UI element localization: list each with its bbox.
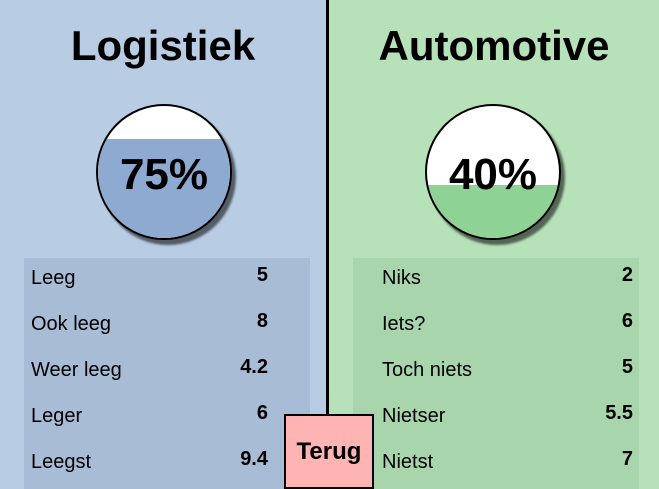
row-label: Leeg	[31, 267, 76, 289]
percentage-gauge: 40%	[425, 104, 561, 240]
row-value: 5	[621, 356, 633, 378]
table-row: Niks 2	[353, 258, 639, 304]
gauge-fill	[427, 185, 559, 238]
stats-table: Niks 2 Iets? 6 Toch niets 5 Nietser 5.5 …	[353, 258, 639, 489]
table-row: Leegst 9.4	[24, 442, 310, 488]
panel-title: Logistiek	[70, 22, 256, 69]
row-value: 5	[256, 264, 268, 286]
gauge-percent-label: 75%	[119, 150, 209, 199]
row-label: Weer leeg	[31, 359, 122, 381]
gauge-percent-label: 40%	[448, 150, 538, 199]
table-row: Toch niets 5	[353, 350, 639, 396]
panel-title: Automotive	[378, 22, 610, 69]
table-row: Leeg 5	[24, 258, 310, 304]
table-row: Ook leeg 8	[24, 304, 310, 350]
gauge-fill	[98, 139, 230, 238]
row-value: 9.4	[240, 448, 268, 470]
row-label: Leger	[31, 405, 83, 427]
row-value: 4.2	[240, 356, 268, 378]
table-row: Leger 6	[24, 396, 310, 442]
row-label: Iets?	[382, 313, 426, 335]
row-label: Niks	[382, 267, 421, 289]
row-label: Toch niets	[382, 359, 473, 381]
row-value: 2	[621, 264, 633, 286]
row-value: 5.5	[605, 402, 633, 424]
table-row: Nietser 5.5	[353, 396, 639, 442]
row-value: 6	[621, 310, 633, 332]
row-label: Nietst	[382, 451, 434, 473]
panel-automotive: Automotive 40% Niks 2 Iets? 6 Toch niets…	[329, 0, 659, 489]
table-row: Weer leeg 4.2	[24, 350, 310, 396]
row-label: Nietser	[382, 405, 446, 427]
row-value: 6	[256, 402, 268, 424]
table-row: Nietst 7	[353, 442, 639, 488]
table-row: Iets? 6	[353, 304, 639, 350]
row-value: 8	[256, 310, 268, 332]
percentage-gauge: 75%	[96, 104, 232, 240]
row-label: Leegst	[31, 451, 92, 473]
panel-logistiek: Logistiek 75% Leeg 5 Ook leeg 8 Weer lee…	[0, 0, 329, 489]
stats-table: Leeg 5 Ook leeg 8 Weer leeg 4.2 Leger 6 …	[24, 258, 310, 489]
back-button[interactable]: Terug	[284, 414, 374, 489]
row-label: Ook leeg	[31, 313, 112, 335]
row-value: 7	[621, 448, 633, 470]
